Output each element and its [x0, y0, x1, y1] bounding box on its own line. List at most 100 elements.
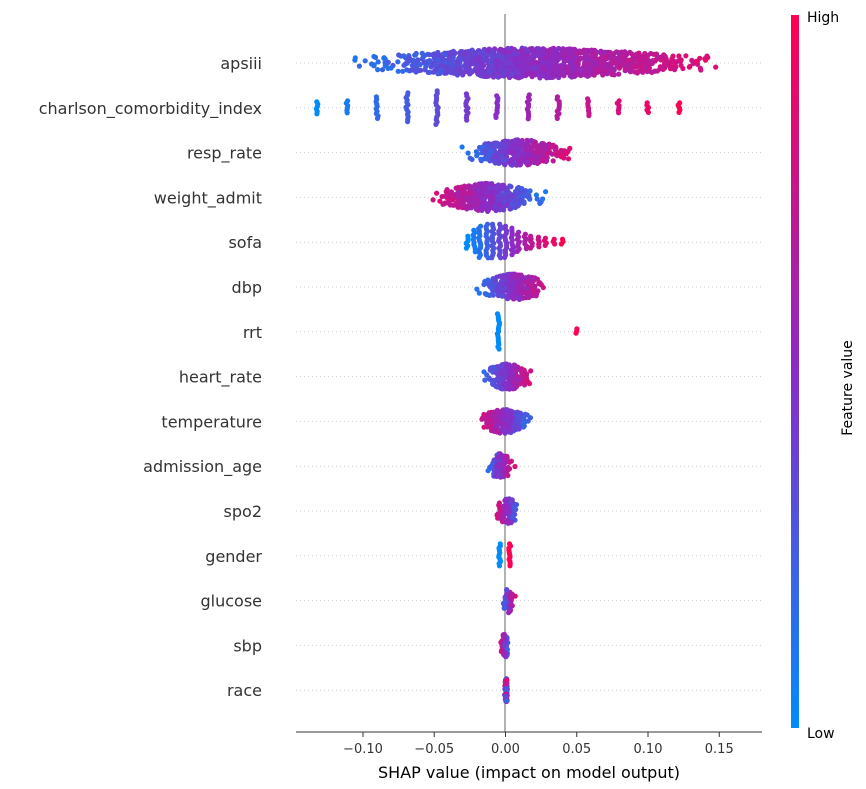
shap-point [385, 65, 391, 71]
shap-point [506, 605, 512, 612]
shap-point [522, 59, 528, 65]
shap-point [500, 274, 506, 280]
shap-point [476, 254, 482, 260]
shap-point [487, 365, 494, 371]
shap-point [648, 69, 654, 75]
shap-point [495, 197, 501, 203]
shap-point [448, 197, 454, 203]
feature-label-sofa: sofa [228, 233, 262, 252]
shap-point [522, 411, 528, 417]
shap-point [362, 58, 368, 64]
shap-point [575, 61, 581, 67]
shap-point [611, 67, 617, 73]
shap-point [467, 71, 473, 77]
shap-point [678, 62, 684, 68]
shap-point [516, 296, 523, 302]
shap-point [534, 66, 540, 72]
shap-point [496, 155, 502, 161]
shap-point [531, 159, 537, 166]
shap-point [412, 52, 419, 58]
shap-point [369, 61, 375, 67]
shap-point [564, 57, 570, 64]
shap-point [491, 72, 497, 78]
shap-point [508, 65, 514, 71]
shap-point [649, 60, 655, 67]
shap-point [553, 50, 560, 56]
shap-point [437, 198, 443, 204]
shap-point [499, 196, 505, 202]
shap-point [371, 53, 377, 60]
shap-point [500, 203, 506, 209]
shap-point [467, 155, 473, 161]
shap-point [502, 507, 508, 513]
feature-label-heart-rate: heart_rate [179, 368, 262, 388]
shap-point [479, 416, 485, 422]
shap-point [401, 53, 407, 59]
shap-point [439, 67, 445, 73]
shap-point [543, 189, 549, 195]
shap-point [500, 54, 506, 61]
shap-point [517, 66, 523, 72]
shap-point [637, 53, 644, 60]
shap-point [519, 49, 525, 55]
shap-point [493, 416, 499, 422]
shap-point [633, 57, 639, 63]
shap-point [476, 55, 482, 61]
shap-point [466, 197, 472, 203]
shap-point [598, 60, 604, 66]
shap-point [503, 190, 510, 197]
shap-point [456, 50, 463, 56]
shap-point [499, 293, 505, 299]
shap-point [396, 52, 402, 58]
shap-point [548, 66, 554, 72]
shap-point [522, 382, 528, 388]
shap-point [441, 63, 447, 69]
shap-point [509, 252, 515, 258]
shap-point [602, 49, 608, 55]
shap-point [506, 149, 513, 155]
shap-point [478, 156, 484, 162]
shap-point [645, 109, 652, 115]
shap-point [486, 375, 492, 381]
shap-point [505, 369, 512, 375]
shap-point [713, 64, 719, 70]
shap-point [502, 254, 508, 260]
shap-point [616, 110, 622, 116]
shap-point [450, 69, 456, 75]
shap-point [434, 190, 440, 196]
shap-point [499, 141, 505, 147]
shap-point [541, 143, 547, 149]
shap-point [565, 156, 572, 162]
x-tick-label: 0.10 [634, 742, 663, 757]
shap-point [314, 111, 320, 117]
shap-point [504, 698, 510, 704]
shap-point [554, 72, 561, 78]
shap-point [523, 285, 530, 291]
shap-point [580, 71, 586, 77]
shap-point [508, 56, 514, 62]
shap-point [540, 284, 546, 291]
shap-point [514, 200, 520, 207]
shap-point [489, 195, 495, 201]
shap-point [528, 137, 534, 144]
shap-point [465, 190, 472, 196]
shap-point [581, 64, 588, 70]
colorbar [791, 15, 799, 728]
shap-point [352, 57, 358, 63]
shap-point [523, 291, 529, 297]
shap-point [483, 415, 489, 422]
shap-point [501, 367, 508, 373]
shap-point [374, 115, 381, 121]
shap-point [585, 57, 591, 63]
shap-point [416, 67, 422, 74]
shap-point [548, 70, 554, 76]
shap-point [476, 290, 482, 296]
shap-point [444, 200, 450, 206]
shap-point [509, 497, 515, 503]
shap-point [577, 66, 583, 73]
shap-point [511, 505, 517, 511]
shap-point [554, 115, 560, 121]
shap-point [483, 189, 489, 195]
x-tick-label: −0.05 [414, 742, 454, 757]
shap-point [540, 156, 546, 162]
